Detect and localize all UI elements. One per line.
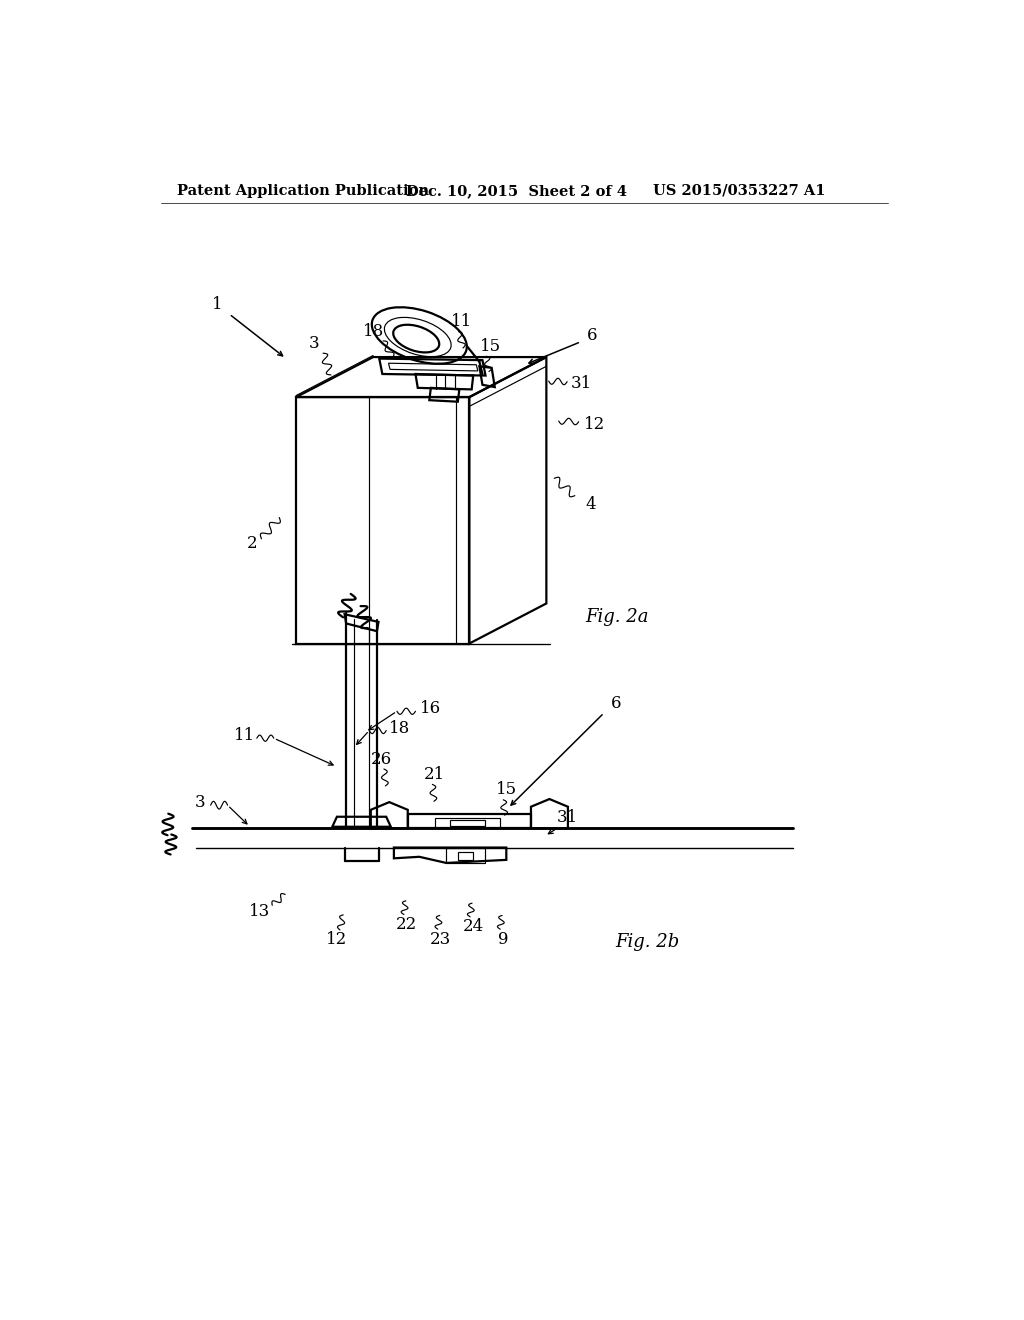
Text: Dec. 10, 2015  Sheet 2 of 4: Dec. 10, 2015 Sheet 2 of 4 [407, 183, 628, 198]
Text: 4: 4 [586, 496, 596, 513]
Text: 18: 18 [389, 719, 411, 737]
Text: 16: 16 [420, 701, 441, 718]
Text: 3: 3 [195, 795, 205, 812]
Text: 13: 13 [249, 903, 270, 920]
Text: 22: 22 [395, 916, 417, 933]
Text: 6: 6 [610, 696, 621, 711]
Text: 15: 15 [496, 781, 517, 799]
Text: 31: 31 [570, 375, 592, 392]
Text: 15: 15 [480, 338, 502, 355]
Text: 11: 11 [233, 727, 255, 744]
Text: 23: 23 [429, 931, 451, 948]
Text: 12: 12 [327, 932, 347, 949]
Text: 11: 11 [451, 313, 472, 330]
Text: 1: 1 [212, 296, 222, 313]
Text: 12: 12 [584, 416, 605, 433]
Text: Fig. 2a: Fig. 2a [585, 607, 648, 626]
Text: 26: 26 [371, 751, 392, 767]
Text: US 2015/0353227 A1: US 2015/0353227 A1 [652, 183, 825, 198]
Text: 31: 31 [556, 809, 578, 826]
Text: 18: 18 [362, 323, 384, 341]
Text: Fig. 2b: Fig. 2b [615, 933, 680, 952]
Text: 2: 2 [247, 535, 257, 552]
Text: 6: 6 [588, 327, 598, 345]
Text: 9: 9 [498, 931, 509, 948]
Text: Patent Application Publication: Patent Application Publication [177, 183, 429, 198]
Text: 21: 21 [424, 766, 445, 783]
Text: 24: 24 [463, 919, 483, 936]
Text: 3: 3 [308, 335, 319, 351]
